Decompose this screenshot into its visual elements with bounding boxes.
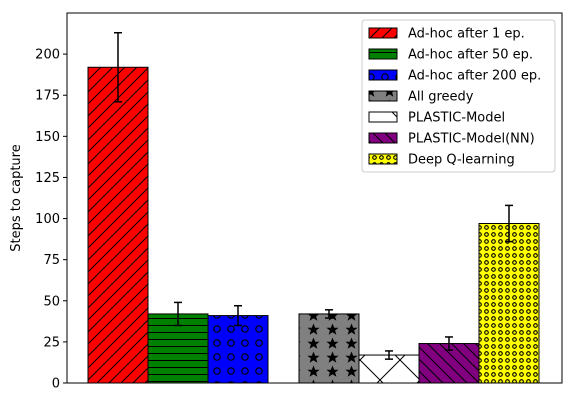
legend-item-5: PLASTIC-Model — [368, 111, 505, 126]
legend-item-2: Ad-hoc after 50 ep. — [368, 48, 533, 63]
y-axis-label: Steps to capture — [9, 144, 24, 251]
y-tick-label: 200 — [35, 48, 60, 63]
error-bar-3 — [234, 304, 242, 327]
legend-swatch-hatch — [368, 153, 398, 165]
legend-swatch-hatch — [368, 132, 398, 144]
error-bar-7 — [505, 204, 513, 243]
legend-swatch-hatch — [368, 90, 398, 102]
y-tick-label: 0 — [52, 377, 60, 392]
legend-label: Ad-hoc after 1 ep. — [408, 27, 525, 42]
bar-1-hatch — [87, 66, 149, 384]
legend-swatch-hatch — [368, 48, 398, 60]
legend-label: Ad-hoc after 50 ep. — [408, 48, 533, 63]
error-bar-6 — [445, 336, 453, 351]
bar-7-hatch — [478, 222, 540, 384]
legend-item-6: PLASTIC-Model(NN) — [368, 132, 535, 147]
legend: Ad-hoc after 1 ep. Ad-hoc after 50 ep. Ad-… — [361, 19, 556, 173]
legend-item-4: All greedy — [368, 90, 474, 105]
legend-frame — [361, 19, 556, 173]
y-tick-label: 50 — [43, 294, 60, 309]
bar-4-hatch — [298, 313, 360, 384]
y-tick-label: 25 — [43, 335, 60, 350]
legend-swatch-hatch — [368, 69, 398, 81]
error-bars-group — [114, 31, 513, 360]
legend-swatch-hatch — [368, 27, 398, 39]
plot-frame — [66, 12, 563, 384]
legend-label: Ad-hoc after 200 ep. — [408, 69, 541, 84]
legend-label: All greedy — [408, 90, 474, 105]
y-tick-label: 100 — [35, 212, 60, 227]
legend-label: PLASTIC-Model — [408, 111, 505, 126]
error-bar-2 — [174, 301, 182, 327]
legend-label: Deep Q-learning — [408, 153, 515, 168]
y-tick-label: 150 — [35, 130, 60, 145]
legend-item-1: Ad-hoc after 1 ep. — [368, 27, 525, 42]
error-bar-5 — [385, 350, 393, 360]
error-bar-1 — [114, 31, 122, 103]
legend-item-3: Ad-hoc after 200 ep. — [368, 69, 541, 84]
legend-label: PLASTIC-Model(NN) — [408, 132, 535, 147]
y-tick-label: 175 — [35, 89, 60, 104]
error-bar-4 — [325, 309, 333, 319]
legend-swatch-hatch — [368, 111, 398, 123]
y-tick-label: 125 — [35, 171, 60, 186]
y-tick-label: 75 — [43, 253, 60, 268]
y-axis: 0 25 50 75 100 125 150 175 200 — [35, 48, 67, 392]
legend-item-7: Deep Q-learning — [368, 153, 515, 168]
